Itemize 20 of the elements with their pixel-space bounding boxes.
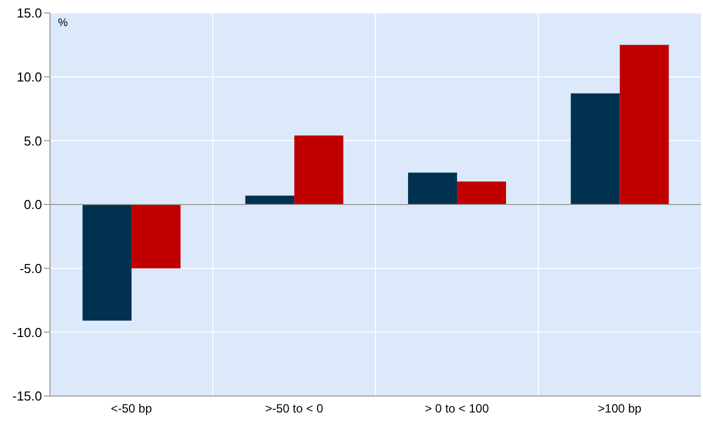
x-tick-label: >-50 to < 0	[265, 402, 324, 416]
y-tick-label: -10.0	[12, 324, 42, 340]
bar	[570, 93, 620, 204]
y-tick-label: 10.0	[16, 69, 42, 84]
bar	[245, 196, 294, 204]
bar	[294, 136, 344, 204]
bar	[457, 182, 506, 204]
y-tick-label: 5.0	[24, 133, 42, 148]
bar	[620, 44, 669, 204]
bar	[408, 172, 458, 204]
x-tick-label: >100 bp	[598, 402, 642, 416]
y-axis-title: %	[58, 17, 68, 29]
x-tick-label: > 0 to < 100	[424, 402, 490, 416]
y-tick-label: 15.0	[16, 6, 42, 21]
y-tick-label: -5.0	[20, 260, 42, 276]
bar	[82, 204, 132, 321]
x-tick-label: <-50 bp	[110, 402, 152, 416]
y-tick-label: 0.0	[24, 197, 42, 212]
bar	[132, 204, 181, 268]
y-tick-label: -15.0	[12, 388, 42, 404]
